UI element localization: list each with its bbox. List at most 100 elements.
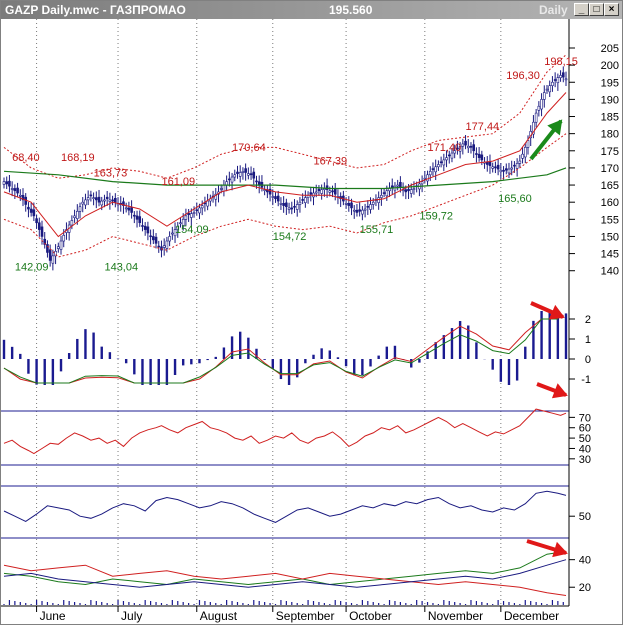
volume-bar bbox=[486, 603, 488, 605]
close-button[interactable]: × bbox=[604, 3, 619, 16]
candle-body bbox=[228, 178, 231, 181]
title-bar[interactable]: GAZP Daily.mwc - ГАЗПРОМАО 195.560 Daily… bbox=[1, 1, 622, 19]
candle-body bbox=[181, 219, 185, 226]
month-label: July bbox=[121, 609, 142, 623]
candle-body bbox=[154, 236, 158, 244]
volume-bar bbox=[318, 602, 320, 605]
volume-bar bbox=[264, 602, 266, 605]
candle-body bbox=[84, 199, 87, 206]
candle-body bbox=[122, 201, 125, 206]
candle-body bbox=[548, 85, 552, 93]
candle-body bbox=[274, 196, 277, 200]
candle-body bbox=[141, 225, 144, 227]
candle-body bbox=[252, 171, 256, 179]
y-tick-label: 50 bbox=[579, 511, 591, 523]
volume-bar bbox=[399, 602, 401, 605]
candle-body bbox=[203, 202, 207, 205]
candle-body bbox=[10, 188, 14, 190]
candle-body bbox=[344, 203, 348, 205]
macd-histogram-bar bbox=[377, 355, 380, 359]
candle-body bbox=[420, 181, 424, 185]
volume-bar bbox=[280, 600, 282, 605]
volume-bar bbox=[454, 602, 456, 605]
macd-histogram-bar bbox=[67, 353, 71, 359]
candle-body bbox=[249, 173, 253, 176]
macd-histogram-bar bbox=[190, 359, 193, 365]
candle-body bbox=[54, 251, 57, 257]
macd-histogram-bar bbox=[524, 346, 527, 359]
macd-histogram-bar bbox=[467, 325, 470, 359]
candle-body bbox=[542, 92, 546, 100]
volume-bar bbox=[215, 603, 217, 605]
support-label: 159,72 bbox=[419, 210, 453, 222]
volume-bar bbox=[497, 600, 499, 605]
candle-body bbox=[450, 152, 454, 159]
x-axis: June July August September October November De… bbox=[36, 606, 559, 623]
candle-body bbox=[477, 153, 481, 158]
candle-body bbox=[480, 154, 484, 161]
macd-histogram-bar bbox=[556, 311, 560, 359]
macd-histogram-bar bbox=[426, 351, 429, 359]
volume-bar bbox=[394, 601, 396, 605]
candle-body bbox=[192, 212, 196, 214]
volume-bar bbox=[95, 601, 97, 605]
month-label: September bbox=[276, 609, 335, 623]
macd-histogram-bar bbox=[344, 359, 348, 367]
macd-histogram-bar bbox=[206, 359, 209, 361]
volume-bar bbox=[3, 604, 5, 605]
candle-body bbox=[428, 171, 432, 176]
candle-body bbox=[40, 226, 44, 237]
y-tick-label: 30 bbox=[579, 454, 591, 466]
candle-body bbox=[437, 164, 440, 168]
month-label: August bbox=[200, 609, 238, 623]
volume-bar bbox=[144, 600, 146, 605]
stochastic-panel bbox=[3, 490, 567, 523]
candle-body bbox=[27, 206, 30, 210]
minimize-button[interactable]: _ bbox=[574, 3, 589, 16]
macd-histogram-bar bbox=[157, 359, 160, 385]
candle-body bbox=[195, 209, 199, 212]
candle-body bbox=[366, 205, 370, 208]
macd-signal-line bbox=[3, 318, 558, 384]
macd-panel bbox=[2, 311, 568, 385]
candle-body bbox=[314, 191, 318, 194]
candle-body bbox=[173, 229, 177, 237]
volume-bar bbox=[421, 601, 423, 605]
volume-bar bbox=[73, 602, 76, 605]
y-tick-label: 190 bbox=[601, 94, 619, 106]
candle-body bbox=[37, 222, 41, 230]
macd-histogram-bar bbox=[76, 338, 79, 359]
macd-histogram-bar bbox=[564, 313, 568, 359]
y-tick-label: 155 bbox=[601, 214, 619, 226]
resistance-label: 163,73 bbox=[94, 167, 128, 179]
candle-body bbox=[317, 188, 321, 192]
volume-bar bbox=[231, 601, 233, 605]
y-tick-label: 185 bbox=[601, 112, 619, 124]
candle-body bbox=[81, 201, 85, 205]
volume-bar bbox=[367, 601, 369, 605]
volume-bar bbox=[502, 601, 505, 605]
candle-body bbox=[502, 169, 505, 172]
volume-bar bbox=[535, 602, 537, 605]
candle-body bbox=[412, 188, 416, 190]
rsi-line bbox=[3, 408, 567, 455]
volume-bar bbox=[247, 604, 249, 605]
candle-body bbox=[143, 225, 147, 230]
last-price-readout: 195.560 bbox=[329, 3, 373, 17]
candle-body bbox=[198, 207, 201, 214]
red-arrow-macd-head bbox=[548, 304, 565, 320]
candle-body bbox=[445, 157, 448, 161]
candle-body bbox=[371, 201, 375, 205]
volume-bar bbox=[416, 600, 418, 605]
volume-bar bbox=[329, 604, 331, 605]
y-tick-label: 140 bbox=[601, 266, 619, 278]
volume-bar bbox=[155, 602, 157, 605]
lower-band-line bbox=[3, 133, 567, 258]
candle-body bbox=[331, 190, 334, 193]
y-tick-label: 60 bbox=[579, 423, 591, 435]
short-ma-line bbox=[3, 92, 567, 238]
long-ma-line bbox=[3, 167, 567, 190]
maximize-button[interactable]: □ bbox=[589, 3, 604, 16]
candle-body bbox=[95, 197, 98, 201]
macd-histogram-bar bbox=[84, 329, 87, 359]
